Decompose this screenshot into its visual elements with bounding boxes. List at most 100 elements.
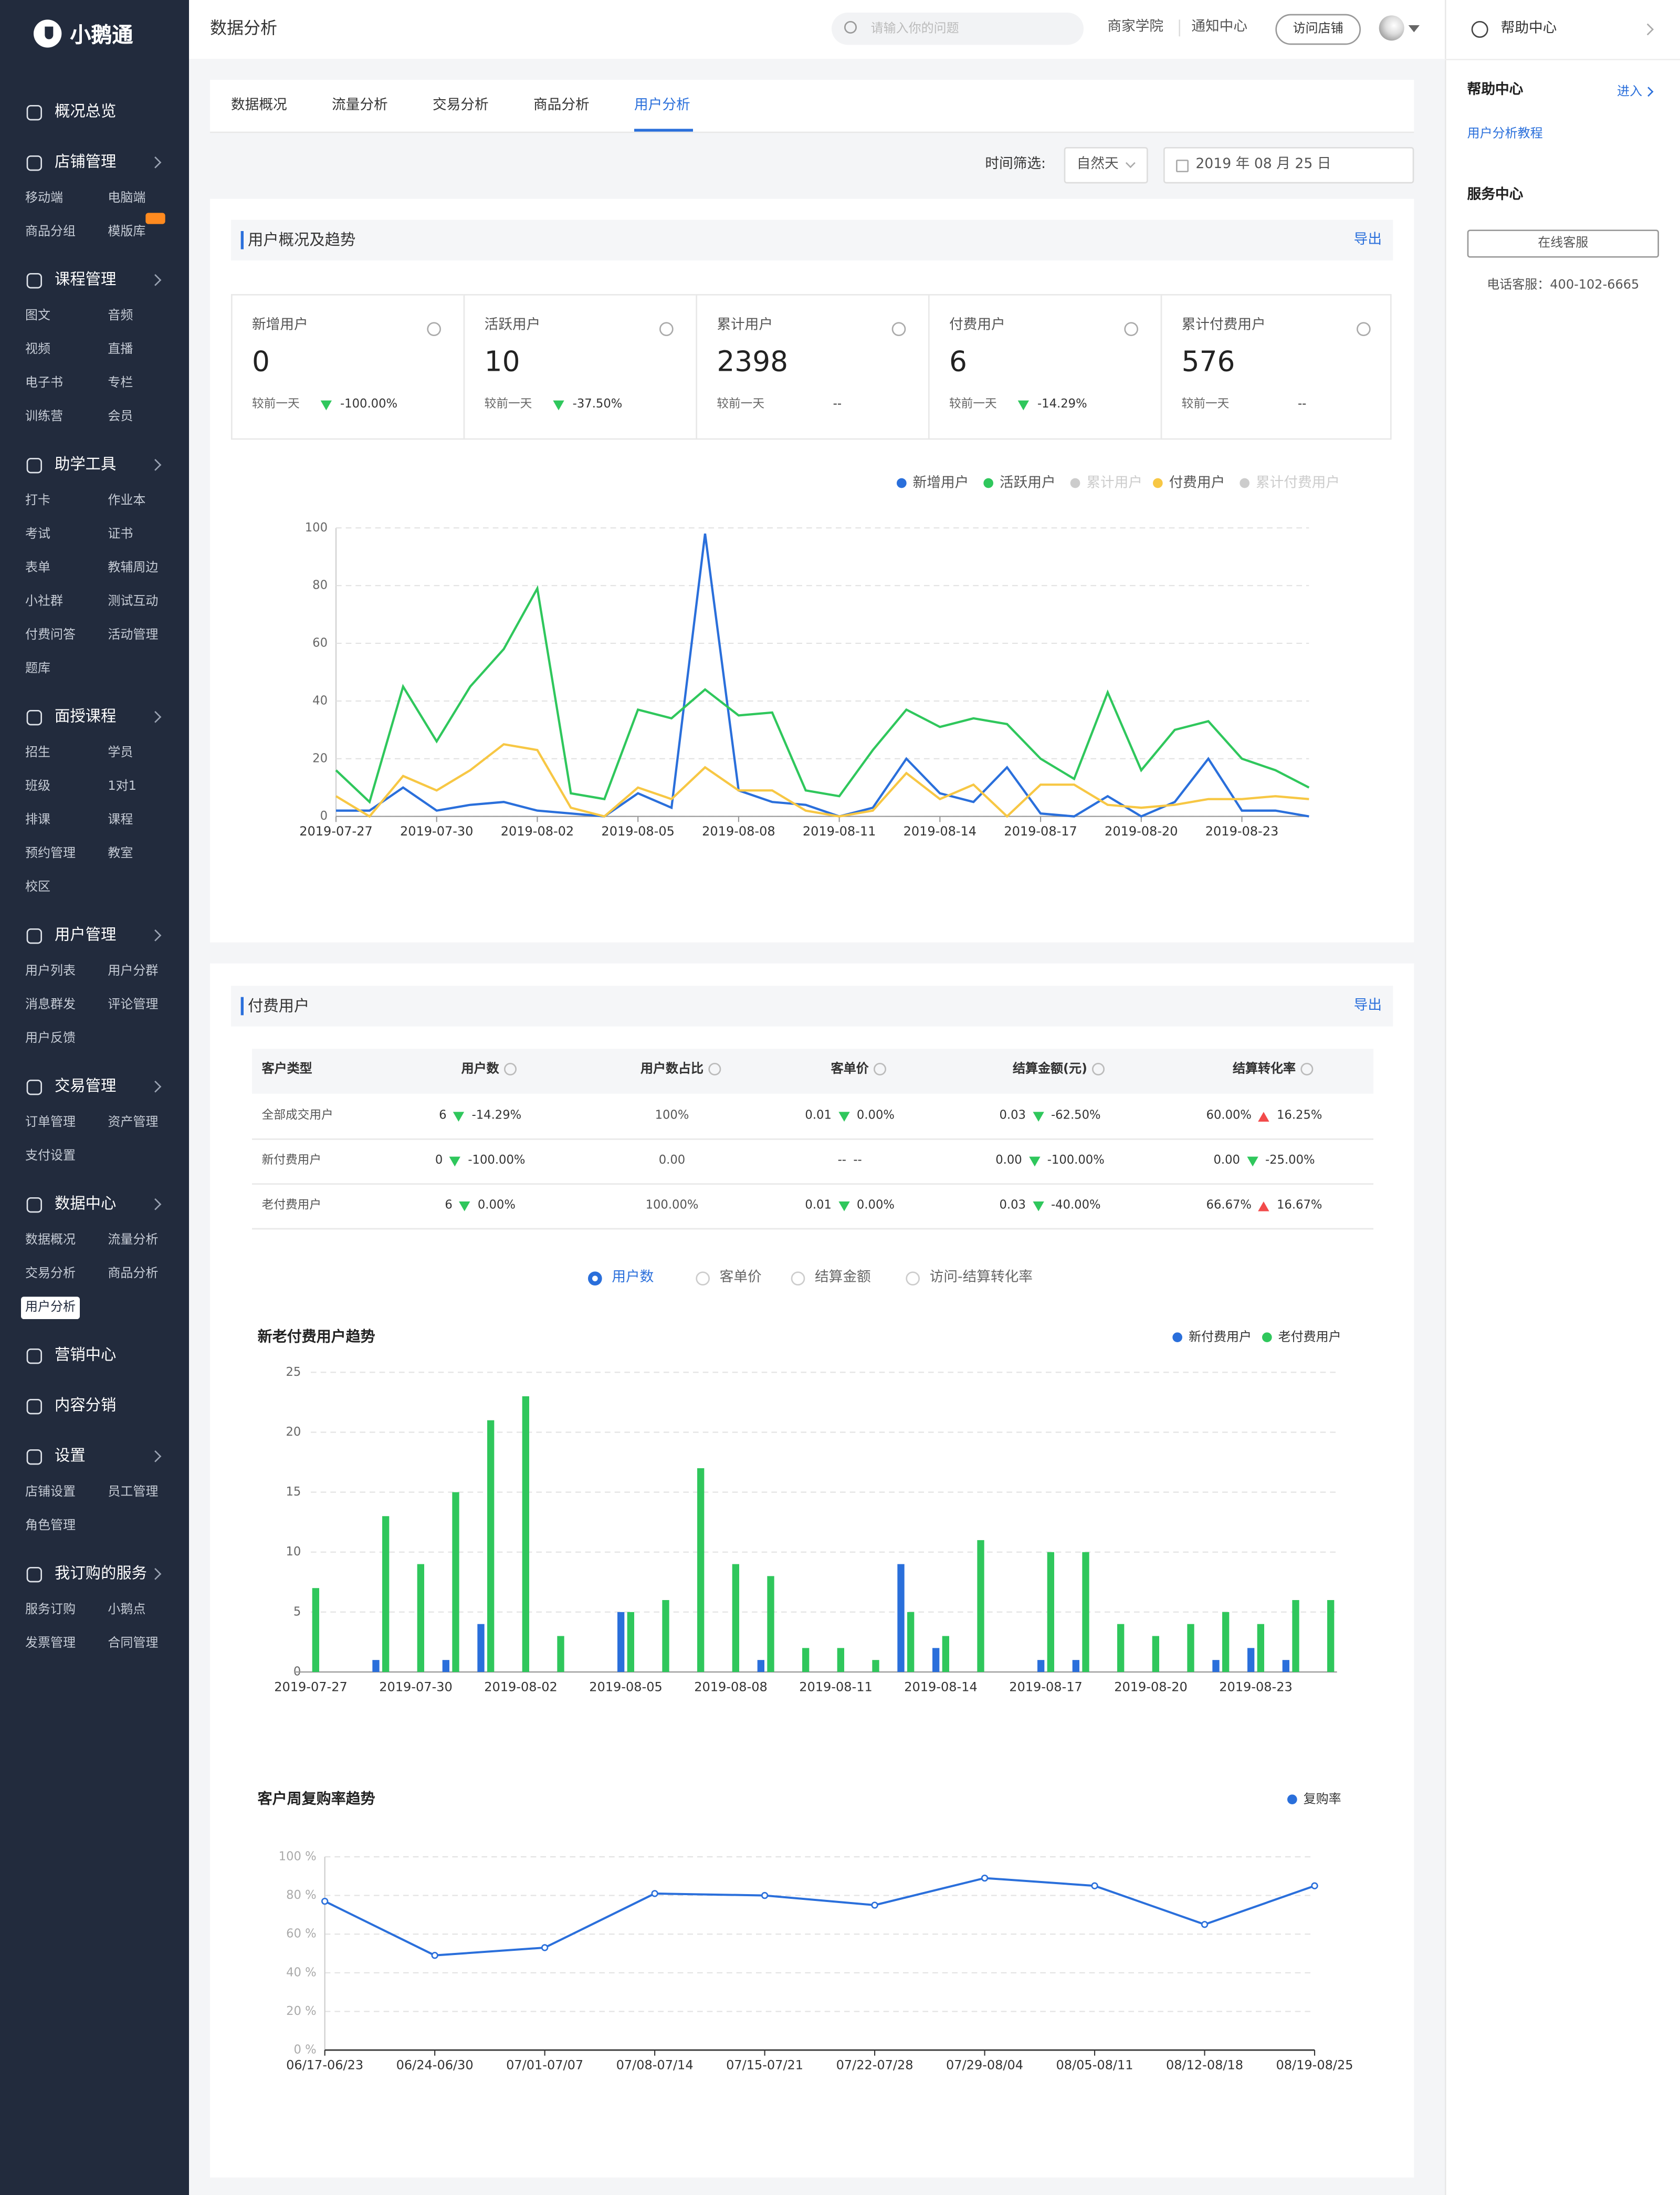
nav-item[interactable]: 小社群 <box>25 594 64 609</box>
tab[interactable]: 交易分析 <box>433 98 489 114</box>
nav-item[interactable]: 教辅周边 <box>108 561 159 575</box>
help-top[interactable]: 帮助中心 <box>1500 21 1557 37</box>
nav-item[interactable]: 支付设置 <box>25 1149 76 1163</box>
legend-label[interactable]: 付费用户 <box>1169 475 1225 491</box>
nav-item[interactable]: 预约管理 <box>25 846 76 861</box>
help-enter[interactable]: 进入 <box>1617 85 1643 100</box>
nav-item[interactable]: 数据概况 <box>25 1233 76 1247</box>
tab[interactable]: 流量分析 <box>332 98 388 114</box>
nav-item[interactable]: 课程 <box>108 813 133 827</box>
nav-item[interactable]: 图文 <box>25 309 51 323</box>
nav-item[interactable]: 1对1 <box>108 779 136 793</box>
radio-label[interactable]: 用户数 <box>612 1270 654 1286</box>
help-tutorial[interactable]: 用户分析教程 <box>1467 127 1543 142</box>
nav-item[interactable]: 作业本 <box>108 494 146 508</box>
nav-group-title[interactable]: 内容分销 <box>0 1387 189 1425</box>
period-select[interactable]: 自然天 <box>1064 147 1148 184</box>
tab[interactable]: 数据概况 <box>231 98 287 114</box>
nav-item[interactable]: 教室 <box>108 846 133 861</box>
table-header: 用户数占比 <box>640 1063 704 1077</box>
nav-item[interactable]: 商品分组 <box>25 225 76 239</box>
nav-item[interactable]: 服务订购 <box>25 1603 76 1617</box>
nav-item[interactable]: 学员 <box>108 746 133 760</box>
radio[interactable] <box>791 1271 805 1286</box>
legend-label[interactable]: 活跃用户 <box>1000 475 1056 491</box>
legend-label[interactable]: 老付费用户 <box>1278 1330 1341 1344</box>
nav-group-title[interactable]: 助学工具 <box>0 446 189 484</box>
radio-label[interactable]: 访问-结算转化率 <box>929 1270 1033 1286</box>
nav-item[interactable]: 模版库 <box>108 225 146 239</box>
date-picker[interactable]: 2019 年 08 月 25 日 <box>1163 147 1414 184</box>
avatar[interactable] <box>1379 15 1404 41</box>
nav-item[interactable]: 直播 <box>108 342 133 357</box>
nav-item[interactable]: 移动端 <box>25 191 64 205</box>
nav-item[interactable]: 店铺设置 <box>25 1485 76 1499</box>
nav-item[interactable]: 用户分群 <box>108 964 159 978</box>
nav-item[interactable]: 会员 <box>108 410 133 424</box>
nav-item[interactable]: 测试互动 <box>108 594 159 609</box>
legend-label[interactable]: 累计付费用户 <box>1256 475 1340 491</box>
nav-item[interactable]: 付费问答 <box>25 628 76 642</box>
nav-item[interactable]: 题库 <box>25 662 51 676</box>
nav-item[interactable]: 评论管理 <box>108 998 159 1012</box>
header-link[interactable]: 商家学院 <box>1107 19 1164 35</box>
nav-group-title[interactable]: 店铺管理 <box>0 143 189 181</box>
tab[interactable]: 用户分析 <box>634 98 690 114</box>
nav-item[interactable]: 电子书 <box>25 376 64 390</box>
nav-item[interactable]: 训练营 <box>25 410 64 424</box>
nav-item[interactable]: 角色管理 <box>25 1519 76 1533</box>
tab[interactable]: 商品分析 <box>533 98 590 114</box>
nav-item[interactable]: 校区 <box>25 880 51 894</box>
nav-item[interactable]: 消息群发 <box>25 998 76 1012</box>
nav-item[interactable]: 专栏 <box>108 376 133 390</box>
nav-item[interactable]: 音频 <box>108 309 133 323</box>
nav-item[interactable]: 招生 <box>25 746 51 760</box>
nav-item[interactable]: 订单管理 <box>25 1115 76 1130</box>
header-link[interactable]: 通知中心 <box>1191 19 1248 35</box>
nav-group-title[interactable]: 课程管理 <box>0 261 189 299</box>
nav-item[interactable]: 排课 <box>25 813 51 827</box>
nav-item[interactable]: 电脑端 <box>108 191 146 205</box>
nav-item[interactable]: 资产管理 <box>108 1115 159 1130</box>
nav-group-title[interactable]: 面授课程 <box>0 698 189 736</box>
radio[interactable] <box>696 1271 710 1286</box>
nav-item[interactable]: 表单 <box>25 561 51 575</box>
nav-item[interactable]: 证书 <box>108 527 133 541</box>
nav-group-title[interactable]: 概况总览 <box>0 93 189 131</box>
nav-item[interactable]: 班级 <box>25 779 51 793</box>
nav-items: 图文 音频视频 直播电子书 专栏训练营 会员 <box>0 299 189 433</box>
legend-label[interactable]: 复购率 <box>1304 1792 1341 1806</box>
radio-label[interactable]: 结算金额 <box>815 1270 871 1286</box>
nav-item[interactable]: 员工管理 <box>108 1485 159 1499</box>
nav-group-title[interactable]: 数据中心 <box>0 1185 189 1223</box>
search-box[interactable]: 请输入你的问题 <box>832 13 1084 45</box>
nav-item[interactable]: 商品分析 <box>108 1267 159 1281</box>
online-service-button[interactable]: 在线客服 <box>1467 229 1660 258</box>
nav-group-title[interactable]: 营销中心 <box>0 1336 189 1374</box>
legend-label[interactable]: 新增用户 <box>913 475 969 491</box>
nav-item[interactable]: 交易分析 <box>25 1267 76 1281</box>
nav-item[interactable]: 合同管理 <box>108 1636 159 1650</box>
nav-item[interactable]: 发票管理 <box>25 1636 76 1650</box>
nav-item[interactable]: 用户反馈 <box>25 1031 76 1046</box>
radio-label[interactable]: 客单价 <box>719 1270 762 1286</box>
legend-label[interactable]: 累计用户 <box>1086 475 1142 491</box>
nav-item[interactable]: 视频 <box>25 342 51 357</box>
nav-group-title[interactable]: 交易管理 <box>0 1068 189 1105</box>
nav-item[interactable]: 小鹅点 <box>108 1603 146 1617</box>
radio[interactable] <box>588 1271 602 1286</box>
nav-group-title[interactable]: 设置 <box>0 1437 189 1475</box>
nav-item[interactable]: 活动管理 <box>108 628 159 642</box>
nav-group-title[interactable]: 用户管理 <box>0 916 189 954</box>
nav-group-title[interactable]: 我订购的服务 <box>0 1555 189 1593</box>
export-link[interactable]: 导出 <box>1353 232 1382 247</box>
nav-item[interactable]: 打卡 <box>25 494 51 508</box>
nav-item[interactable]: 流量分析 <box>108 1233 159 1247</box>
nav-item[interactable]: 用户分析 <box>21 1296 80 1319</box>
nav-item[interactable]: 考试 <box>25 527 51 541</box>
radio[interactable] <box>906 1271 920 1286</box>
export-link[interactable]: 导出 <box>1353 998 1382 1013</box>
nav-item[interactable]: 用户列表 <box>25 964 76 978</box>
visit-button[interactable]: 访问店铺 <box>1275 14 1361 45</box>
legend-label[interactable]: 新付费用户 <box>1189 1330 1252 1344</box>
